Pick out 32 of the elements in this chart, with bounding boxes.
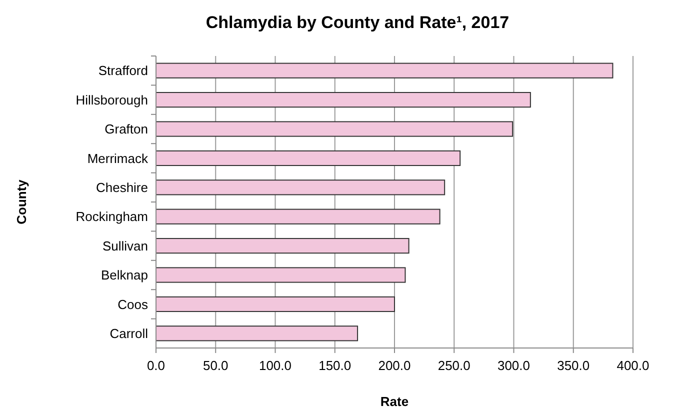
bar [156, 62, 614, 78]
y-tick-label: Cheshire [96, 180, 148, 195]
y-axis-title: County [14, 178, 29, 224]
bar [156, 121, 514, 137]
x-tick-label: 250.0 [438, 358, 470, 373]
bar [156, 208, 440, 224]
x-tick-label: 300.0 [497, 358, 530, 373]
y-tick-label: Grafton [104, 122, 148, 137]
y-tick-label: Carroll [110, 326, 148, 341]
x-tick-label: 150.0 [318, 358, 352, 373]
x-tick-label: 400.0 [616, 358, 650, 373]
bar [156, 326, 358, 342]
y-tick-label: Strafford [98, 63, 148, 78]
bar [156, 296, 395, 312]
x-tick-label: 100.0 [258, 358, 292, 373]
chart-title: Chlamydia by County and Rate¹, 2017 [206, 13, 510, 32]
y-tick-label: Coos [118, 296, 148, 312]
x-tick-label: 50.0 [202, 358, 228, 373]
y-tick-label: Hillsborough [76, 92, 148, 108]
y-tick-label: Merrimack [87, 150, 148, 166]
x-tick-label: 350.0 [557, 358, 590, 373]
bar [156, 180, 446, 196]
y-tick-label: Belknap [101, 268, 148, 283]
y-tick-label: Sullivan [102, 238, 148, 254]
bar [156, 150, 461, 166]
x-axis-title: Rate [380, 394, 409, 409]
x-tick-label: 0.0 [146, 358, 166, 373]
y-tick-label: Rockingham [76, 209, 148, 224]
bar [156, 267, 406, 283]
bar [156, 92, 531, 108]
bar [156, 238, 410, 254]
x-tick-label: 200.0 [378, 358, 411, 373]
